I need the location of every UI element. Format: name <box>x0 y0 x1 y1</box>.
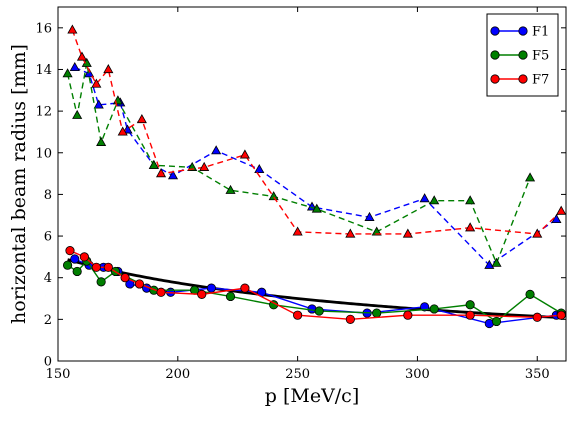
series-line-f7-triangle <box>71 29 562 235</box>
data-point-f5-circle-10 <box>372 308 382 318</box>
data-point-f7-circle-11 <box>403 310 413 320</box>
data-point-f5-circle-1 <box>72 266 82 277</box>
data-point-f7-circle-9 <box>293 310 303 320</box>
data-point-f5-triangle-9 <box>311 203 322 213</box>
data-point-f5-circle-11 <box>429 304 439 314</box>
data-point-f7-triangle-11 <box>402 228 413 238</box>
data-point-f5-triangle-11 <box>429 195 440 205</box>
legend: F1 F5 F7 <box>486 13 559 97</box>
y-tick-label-2: 2 <box>44 313 52 328</box>
x-axis-label: p [MeV/c] <box>265 385 360 407</box>
y-tick-label-12: 12 <box>35 105 52 120</box>
data-point-f7-triangle-8 <box>239 149 250 159</box>
data-point-f7-circle-12 <box>465 310 475 320</box>
data-point-f7-circle-3 <box>103 262 113 272</box>
data-point-f7-circle-8 <box>240 283 250 293</box>
data-point-f5-circle-9 <box>314 306 324 316</box>
data-point-f1-triangle-8 <box>254 164 265 174</box>
y-tick-label-4: 4 <box>44 271 52 286</box>
y-tick-label-10: 10 <box>35 146 52 161</box>
data-point-f1-triangle-4 <box>122 124 133 134</box>
legend-marker-end-f1 <box>518 26 528 36</box>
data-point-f7-circle-6 <box>156 287 166 297</box>
data-point-f7-triangle-9 <box>292 226 303 236</box>
legend-marker-end-f7 <box>518 74 528 84</box>
data-point-f5-triangle-14 <box>525 172 536 182</box>
y-tick-label-16: 16 <box>35 21 52 36</box>
legend-marker-end-f5 <box>518 50 528 60</box>
legend-label-f7: F7 <box>532 73 549 88</box>
legend-label-f1: F1 <box>532 25 549 40</box>
data-point-f7-circle-10 <box>345 314 355 324</box>
data-point-f7-triangle-14 <box>556 205 566 215</box>
data-point-f5-triangle-1 <box>72 109 83 119</box>
legend-label-f5: F5 <box>532 49 549 64</box>
x-tick-label-350: 350 <box>525 367 550 382</box>
data-point-f1-triangle-6 <box>167 170 179 180</box>
series-line-f5-triangle <box>66 63 531 265</box>
legend-marker-start-f7 <box>490 74 500 84</box>
data-point-f1-triangle-0 <box>69 61 80 72</box>
data-point-f7-circle-14 <box>556 310 566 320</box>
data-point-f7-triangle-4 <box>117 126 128 136</box>
legend-marker-start-f5 <box>490 50 500 60</box>
data-point-f5-triangle-7 <box>225 184 236 194</box>
data-point-f1-circle-0 <box>70 254 80 264</box>
data-point-f5-triangle-5 <box>148 159 159 169</box>
data-point-f7-circle-1 <box>79 252 89 262</box>
data-point-f7-triangle-0 <box>67 24 78 34</box>
y-tick-label-14: 14 <box>35 63 52 78</box>
data-point-f7-triangle-2 <box>91 78 102 88</box>
data-point-f7-triangle-1 <box>76 51 88 61</box>
data-point-f7-circle-5 <box>134 279 145 289</box>
fit-curve <box>67 258 562 320</box>
data-point-f7-circle-0 <box>65 246 75 256</box>
data-point-f1-triangle-12 <box>484 259 495 269</box>
data-point-f7-triangle-5 <box>136 114 147 124</box>
series-line-f1-triangle <box>74 66 557 267</box>
data-point-f5-triangle-6 <box>187 161 198 171</box>
data-point-f5-circle-14 <box>525 289 535 299</box>
data-point-f5-circle-3 <box>96 277 106 287</box>
plot-area <box>62 24 566 329</box>
legend-marker-start-f1 <box>490 26 500 36</box>
data-point-f1-triangle-11 <box>419 193 430 203</box>
data-point-f5-triangle-10 <box>371 226 382 236</box>
series-line-f5-circle <box>67 259 562 323</box>
x-tick-label-200: 200 <box>165 367 190 382</box>
data-point-f7-triangle-12 <box>465 222 476 232</box>
data-point-f7-circle-4 <box>120 273 130 283</box>
data-point-f5-circle-13 <box>491 316 502 327</box>
axes: 150 200 250 300 350 0 2 4 6 8 10 12 14 16 p [MeV/c] hor… <box>8 6 567 407</box>
y-axis-label: horizontal beam radius [mm] <box>8 44 30 324</box>
data-point-f5-triangle-12 <box>465 195 476 205</box>
x-tick-label-250: 250 <box>285 367 310 382</box>
data-point-f1-triangle-10 <box>364 211 375 221</box>
data-point-f5-circle-7 <box>225 291 236 302</box>
data-point-f7-circle-2 <box>91 262 101 272</box>
y-tick-label-0: 0 <box>44 355 52 370</box>
data-point-f1-triangle-7 <box>211 145 222 155</box>
data-point-f1-circle-7 <box>206 283 216 293</box>
data-point-f7-circle-7 <box>197 289 207 299</box>
data-point-f5-triangle-13 <box>491 257 502 267</box>
data-point-f5-triangle-3 <box>96 136 107 146</box>
data-point-f7-triangle-7 <box>199 161 210 171</box>
data-point-f7-circle-13 <box>532 312 542 322</box>
data-point-f5-triangle-8 <box>268 191 279 201</box>
data-point-f5-triangle-0 <box>62 68 73 78</box>
y-tick-label-6: 6 <box>44 230 52 245</box>
x-tick-label-300: 300 <box>405 367 430 382</box>
data-point-f1-triangle-2 <box>93 99 104 109</box>
data-point-f7-triangle-6 <box>155 168 167 178</box>
data-point-f5-circle-12 <box>465 300 475 310</box>
data-point-f7-triangle-3 <box>103 64 114 74</box>
y-tick-label-8: 8 <box>44 188 52 203</box>
data-point-f7-triangle-10 <box>345 228 356 238</box>
x-tick-label-150: 150 <box>46 367 71 382</box>
data-point-f7-triangle-13 <box>532 228 543 238</box>
data-point-f5-circle-0 <box>62 260 73 270</box>
axes-frame <box>57 6 567 362</box>
